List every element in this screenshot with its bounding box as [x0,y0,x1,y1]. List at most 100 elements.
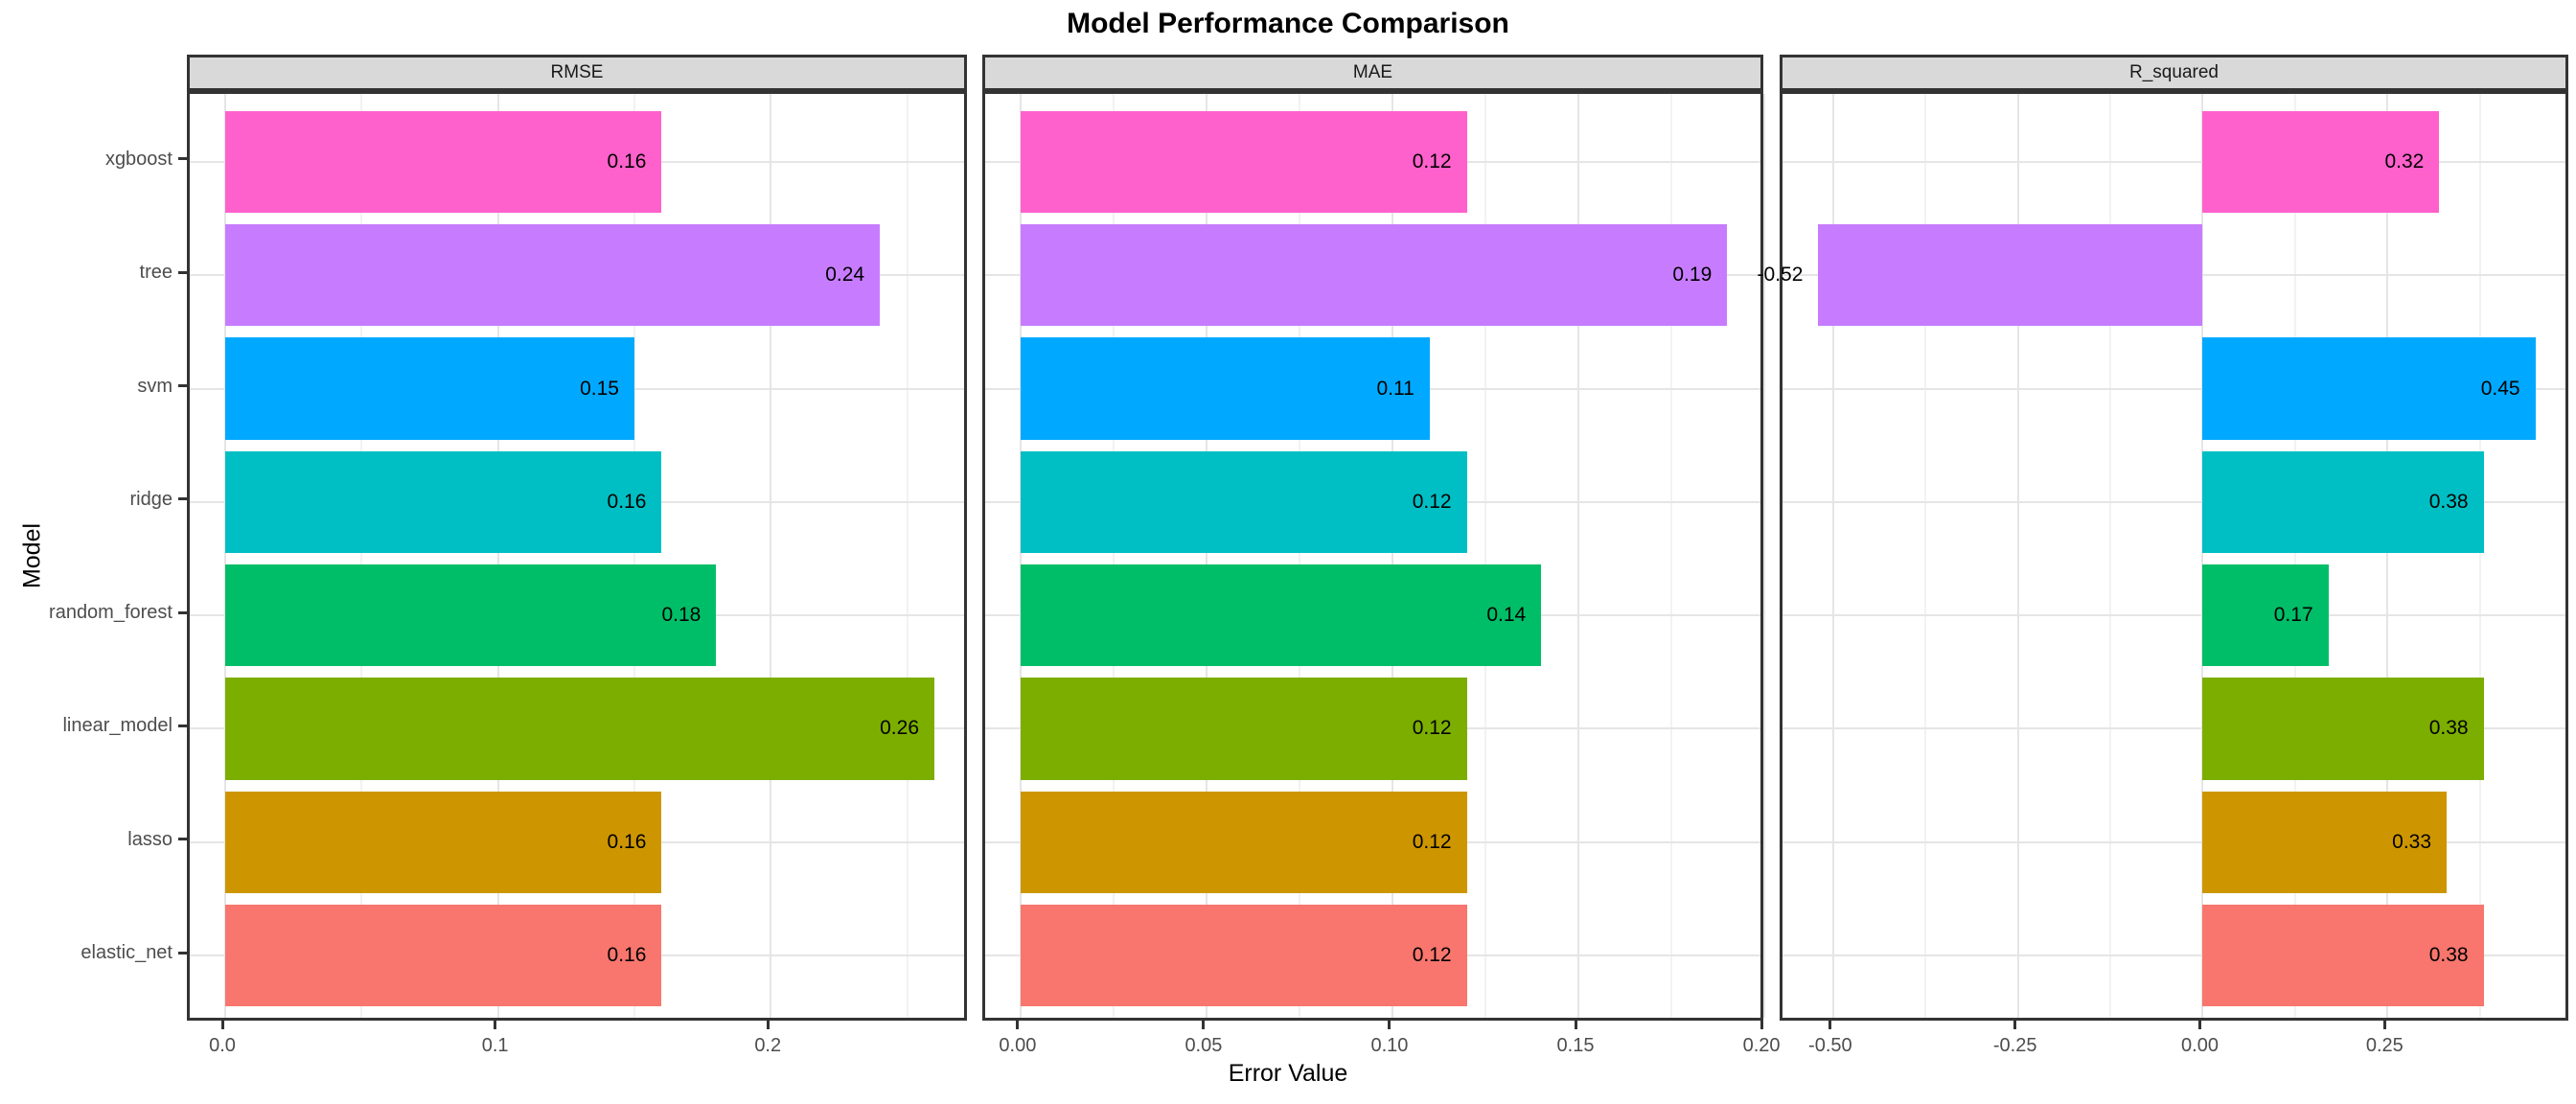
bar-value-label: 0.16 [607,490,647,513]
gridline [1924,94,1927,1018]
bar-RMSE-elastic_net [225,904,662,1007]
gridline [2201,94,2204,1018]
bar-value-label: 0.32 [2384,150,2425,172]
x-tick [2382,1021,2386,1029]
bar-value-label: 0.26 [880,717,919,740]
gridline [1782,387,2565,390]
y-tick [178,497,187,501]
gridline [1484,94,1486,1018]
y-axis-model-label: tree [139,262,172,284]
bar-value-label: 0.24 [825,264,865,287]
bar-RMSE-linear_model [225,678,934,780]
bar-value-label: 0.12 [1412,717,1452,740]
gridline [496,94,499,1018]
y-axis-title: Model [18,522,46,589]
bar-R_squared-lasso [2202,791,2448,893]
bar-MAE-svm [1020,337,1430,440]
bar-R_squared-linear_model [2202,678,2484,780]
x-tick [1760,1021,1763,1029]
bar-RMSE-xgboost [225,110,662,214]
x-tick-label: 0.00 [2181,1035,2219,1056]
bar-value-label: 0.12 [1412,150,1452,172]
y-axis-model-label: random_forest [49,602,172,624]
x-tick [1202,1021,1206,1029]
y-axis-model-label: elastic_net [80,942,172,964]
gridline [1782,954,2565,957]
plot-title: Model Performance Comparison [1067,8,1509,39]
facet-strip-RMSE: RMSE [187,55,967,91]
bar-value-label: 0.33 [2392,830,2432,853]
bar-R_squared-xgboost [2202,110,2440,214]
gridline [906,94,908,1018]
bar-value-label: 0.12 [1412,944,1452,967]
gridline [1205,94,1208,1018]
facet-panel-RMSE: 0.16 0.24 0.15 0.16 0.18 0.26 0.16 0.16 [187,91,967,1021]
y-axis-model-label: svm [137,375,172,397]
y-tick [178,270,187,274]
x-tick [2197,1021,2201,1029]
y-tick [178,838,187,841]
bar-MAE-xgboost [1020,110,1467,214]
x-tick [1828,1021,1832,1029]
x-tick-label: 0.10 [1370,1035,1409,1056]
x-tick-label: 0.0 [209,1035,236,1056]
bar-value-label: 0.45 [2480,377,2520,400]
bar-MAE-elastic_net [1020,904,1467,1007]
y-tick [178,724,187,727]
x-tick [1016,1021,1020,1029]
x-tick [1574,1021,1577,1029]
bar-value-label: 0.38 [2428,490,2469,513]
x-tick-label: -0.50 [1808,1035,1852,1056]
bar-value-label: 0.15 [580,377,619,400]
bar-MAE-linear_model [1020,678,1467,780]
bar-value-label: 0.19 [1672,264,1713,287]
y-axis-model-label: xgboost [104,148,172,170]
y-axis-model-label: ridge [129,488,172,510]
gridline [2016,94,2019,1018]
bar-value-label: 0.14 [1486,604,1527,627]
x-tick-label: 0.00 [999,1035,1037,1056]
gridline [770,94,772,1018]
gridline [1782,614,2565,617]
bar-value-label: 0.12 [1412,490,1452,513]
bar-R_squared-svm [2202,337,2536,440]
gridline [1577,94,1579,1018]
bar-R_squared-elastic_net [2202,904,2484,1007]
gridline [1763,94,1766,1018]
bar-value-label: 0.12 [1412,830,1452,853]
gridline [2478,94,2481,1018]
x-tick-label: -0.25 [1992,1035,2037,1056]
x-tick [1388,1021,1392,1029]
bar-value-label: 0.38 [2428,944,2469,967]
facet-panel-MAE: 0.12 0.19 0.11 0.12 0.14 0.12 0.12 0.12 [982,91,1766,1021]
facet-strip-R_squared: R_squared [1780,55,2568,91]
gridline [1782,727,2565,730]
bar-value-label: 0.16 [607,830,647,853]
bar-R_squared-ridge [2202,450,2484,554]
bar-MAE-ridge [1020,450,1467,554]
bar-value-label: 0.38 [2428,717,2469,740]
gridline [2386,94,2389,1018]
gridline [1019,94,1022,1018]
gridline [1112,94,1115,1018]
gridline [1782,500,2565,503]
bar-value-label: -0.52 [1757,264,1804,287]
bar-MAE-tree [1020,224,1728,327]
bar-RMSE-lasso [225,791,662,893]
bar-RMSE-tree [225,224,881,327]
x-tick-label: 0.25 [2365,1035,2404,1056]
x-tick-label: 0.1 [481,1035,509,1056]
y-axis-model-label: lasso [127,828,172,850]
x-tick [766,1021,770,1029]
y-axis-model-label: linear_model [62,715,172,737]
x-tick [494,1021,497,1029]
bar-MAE-random_forest [1020,564,1542,667]
x-tick-label: 0.20 [1742,1035,1781,1056]
y-tick [178,951,187,954]
x-tick-label: 0.15 [1556,1035,1595,1056]
gridline [1670,94,1673,1018]
bar-RMSE-random_forest [225,564,717,667]
gridline [2293,94,2296,1018]
x-tick-label: 0.2 [754,1035,782,1056]
bar-R_squared-random_forest [2202,564,2329,667]
